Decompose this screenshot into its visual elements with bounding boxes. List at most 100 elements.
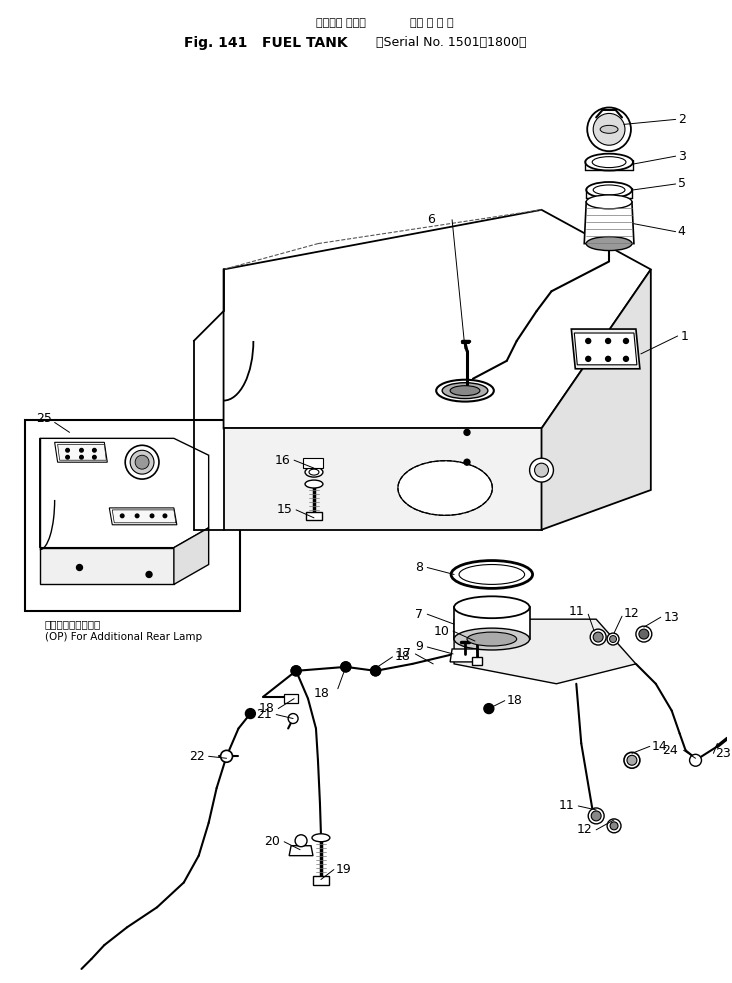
Circle shape	[586, 357, 591, 362]
Circle shape	[77, 564, 83, 570]
Ellipse shape	[451, 560, 533, 589]
Circle shape	[370, 665, 381, 676]
Circle shape	[610, 822, 618, 830]
Text: 21: 21	[256, 708, 272, 722]
Polygon shape	[542, 269, 651, 530]
Circle shape	[150, 514, 154, 518]
Text: 22: 22	[189, 750, 205, 763]
Ellipse shape	[459, 564, 525, 585]
Text: 8: 8	[415, 561, 423, 574]
Ellipse shape	[593, 185, 625, 195]
Circle shape	[341, 662, 351, 671]
Circle shape	[624, 752, 640, 769]
Ellipse shape	[436, 379, 494, 402]
Text: 18: 18	[314, 687, 330, 700]
Text: 24: 24	[662, 744, 678, 757]
Text: 1: 1	[681, 329, 689, 342]
Circle shape	[291, 665, 301, 676]
Circle shape	[529, 458, 553, 482]
Circle shape	[589, 808, 604, 824]
Polygon shape	[472, 657, 482, 665]
Circle shape	[636, 626, 651, 642]
Polygon shape	[284, 694, 298, 703]
Polygon shape	[58, 444, 106, 460]
Circle shape	[586, 338, 591, 343]
Circle shape	[220, 750, 233, 762]
Circle shape	[593, 113, 625, 145]
Ellipse shape	[586, 153, 633, 171]
Text: 13: 13	[664, 610, 679, 623]
Circle shape	[587, 107, 631, 151]
Ellipse shape	[600, 126, 618, 134]
Ellipse shape	[586, 195, 632, 208]
Circle shape	[163, 514, 167, 518]
Text: 7: 7	[415, 607, 423, 620]
Ellipse shape	[312, 834, 330, 841]
Text: 15: 15	[276, 503, 292, 516]
Text: 12: 12	[624, 607, 640, 619]
Circle shape	[464, 430, 470, 435]
Text: （適 用 号 機: （適 用 号 機	[411, 18, 454, 28]
Circle shape	[605, 357, 610, 362]
Circle shape	[341, 662, 351, 671]
Circle shape	[121, 514, 124, 518]
Circle shape	[591, 811, 601, 821]
Text: 18: 18	[507, 694, 523, 707]
Text: 16: 16	[274, 454, 290, 467]
Text: 5: 5	[678, 178, 686, 191]
Ellipse shape	[586, 182, 632, 198]
Polygon shape	[306, 512, 322, 520]
Polygon shape	[55, 442, 108, 462]
Text: フェエル タンク: フェエル タンク	[316, 18, 366, 28]
Text: 23: 23	[715, 747, 731, 760]
Circle shape	[135, 455, 149, 469]
Text: （Serial No. 1501－1800）: （Serial No. 1501－1800）	[376, 36, 526, 49]
Polygon shape	[40, 438, 209, 548]
Polygon shape	[454, 607, 529, 639]
Polygon shape	[584, 202, 634, 244]
Text: (OP) For Additional Rear Lamp: (OP) For Additional Rear Lamp	[45, 632, 202, 642]
Text: 25: 25	[36, 412, 52, 425]
Circle shape	[624, 338, 629, 343]
Text: 20: 20	[264, 836, 280, 848]
Ellipse shape	[305, 480, 323, 488]
Polygon shape	[454, 619, 636, 684]
Polygon shape	[174, 528, 209, 585]
Circle shape	[66, 455, 70, 459]
Ellipse shape	[450, 385, 480, 395]
Circle shape	[610, 636, 616, 643]
Text: 12: 12	[576, 824, 592, 837]
Circle shape	[93, 455, 96, 459]
Text: 19: 19	[336, 863, 351, 876]
Circle shape	[624, 357, 629, 362]
Circle shape	[80, 448, 83, 452]
Ellipse shape	[398, 461, 493, 515]
Polygon shape	[112, 510, 176, 523]
Circle shape	[295, 835, 307, 846]
Text: 2: 2	[678, 113, 685, 126]
Circle shape	[66, 448, 70, 452]
Ellipse shape	[592, 156, 626, 167]
Polygon shape	[40, 548, 174, 585]
Circle shape	[135, 514, 139, 518]
Circle shape	[291, 665, 301, 676]
Text: 4: 4	[678, 225, 685, 238]
Text: 14: 14	[651, 740, 668, 753]
Circle shape	[245, 709, 255, 719]
Text: 3: 3	[678, 149, 685, 162]
Polygon shape	[25, 421, 240, 611]
Circle shape	[125, 445, 159, 479]
Circle shape	[146, 571, 152, 577]
Circle shape	[80, 455, 83, 459]
Ellipse shape	[442, 382, 488, 398]
Ellipse shape	[586, 237, 632, 251]
Ellipse shape	[305, 467, 323, 477]
Text: 18: 18	[258, 702, 274, 715]
Polygon shape	[313, 876, 329, 886]
Circle shape	[639, 629, 649, 639]
Text: 11: 11	[559, 799, 575, 813]
Text: 増設リャーランプ用: 増設リャーランプ用	[45, 619, 101, 629]
Circle shape	[690, 754, 701, 766]
Circle shape	[534, 463, 548, 477]
Polygon shape	[223, 209, 651, 429]
